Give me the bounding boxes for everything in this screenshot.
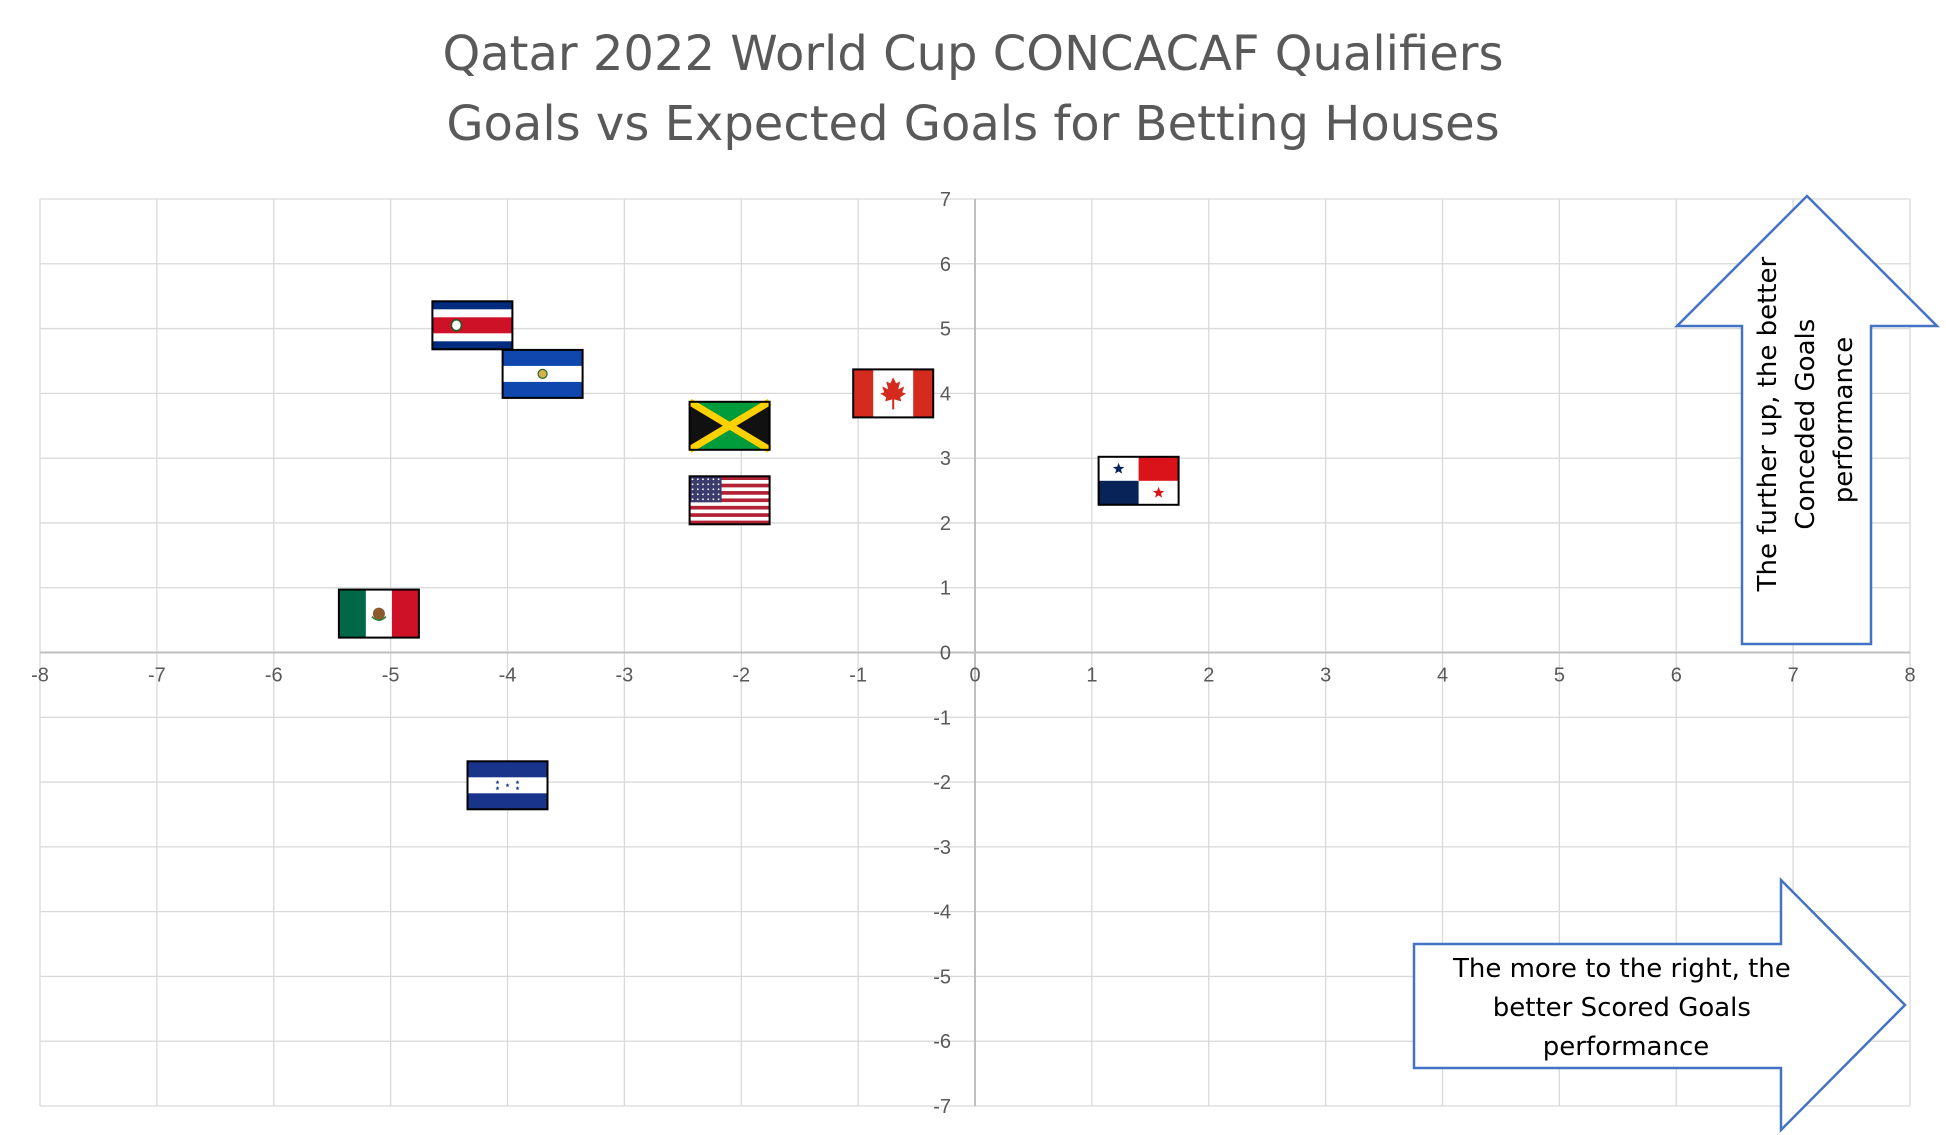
data-point-flag-panama: [1097, 455, 1180, 506]
up-arrow-line-1: The further up, the better: [1753, 257, 1783, 593]
right-arrow-line-3: performance: [1543, 1032, 1710, 1062]
x-tick-label: 6: [1671, 665, 1682, 687]
up-arrow-shape: [1673, 194, 1941, 646]
x-tick-label: -3: [615, 665, 633, 687]
data-point-flag-usa: [688, 475, 771, 526]
x-tick-label: -8: [31, 665, 49, 687]
up-arrow-annotation: The further up, the better Conceded Goal…: [1673, 194, 1941, 646]
x-tick-label: 8: [1904, 665, 1915, 687]
y-tick-label: -7: [933, 1096, 951, 1118]
x-tick-label: -4: [499, 665, 517, 687]
y-tick-label: 1: [940, 578, 951, 600]
up-arrow-line-2: Conceded Goals: [1791, 319, 1821, 530]
svg-text:The further up, the better: The further up, the better Conceded Goal…: [1753, 249, 1859, 593]
y-tick-label: 3: [940, 448, 951, 470]
x-tick-label: 5: [1554, 665, 1565, 687]
y-tick-label: -3: [933, 837, 951, 859]
x-tick-label: -7: [148, 665, 166, 687]
data-points: [337, 300, 1180, 811]
y-tick-label: 0: [940, 643, 951, 665]
chart-subtitle: Goals vs Expected Goals for Betting Hous…: [446, 96, 1500, 152]
y-tick-label: 5: [940, 319, 951, 341]
right-arrow-annotation: The more to the right, the better Scored…: [1412, 876, 1907, 1134]
right-arrow-shape: [1412, 876, 1907, 1134]
x-tick-label: 3: [1320, 665, 1331, 687]
up-arrow-line-3: performance: [1829, 337, 1859, 504]
x-tick-label: -5: [382, 665, 400, 687]
chart-title: Qatar 2022 World Cup CONCACAF Qualifiers: [442, 26, 1504, 82]
data-point-flag-costa-rica: [431, 300, 514, 351]
y-tick-label: -6: [933, 1031, 951, 1053]
data-point-flag-jamaica: [687, 398, 772, 453]
svg-text:The more to the right, the: The more to the right, the better Scored…: [1452, 954, 1799, 1062]
x-tick-label: 4: [1437, 665, 1448, 687]
y-tick-label: -2: [933, 772, 951, 794]
right-arrow-line-2: better Scored Goals: [1493, 993, 1751, 1023]
tick-labels: -8 -7 -6 -5 -4 -3 -2 -1 0 1 2 3 4 5 6 7 8 7 6 5 4 3 2 1 0 -1 -2 -3 -…: [31, 189, 1915, 1118]
y-tick-label: -4: [933, 902, 951, 924]
y-tick-label: 6: [940, 254, 951, 276]
data-point-flag-honduras: [466, 760, 549, 811]
x-tick-label: -6: [265, 665, 283, 687]
x-tick-label: 7: [1788, 665, 1799, 687]
y-tick-label: -1: [933, 707, 951, 729]
x-tick-label: -2: [732, 665, 750, 687]
y-tick-label: 7: [940, 189, 951, 211]
data-point-flag-canada: [852, 368, 935, 419]
data-point-flag-mexico: [337, 588, 420, 639]
x-tick-label: 2: [1203, 665, 1214, 687]
x-tick-label: 0: [969, 665, 980, 687]
y-tick-label: 4: [940, 383, 951, 405]
x-tick-label: 1: [1086, 665, 1097, 687]
y-tick-label: 2: [940, 513, 951, 535]
data-point-flag-el-salvador: [501, 348, 584, 399]
y-tick-label: -5: [933, 966, 951, 988]
axes: [40, 199, 1910, 1106]
x-tick-label: -1: [849, 665, 867, 687]
right-arrow-line-1: The more to the right, the: [1452, 954, 1791, 984]
